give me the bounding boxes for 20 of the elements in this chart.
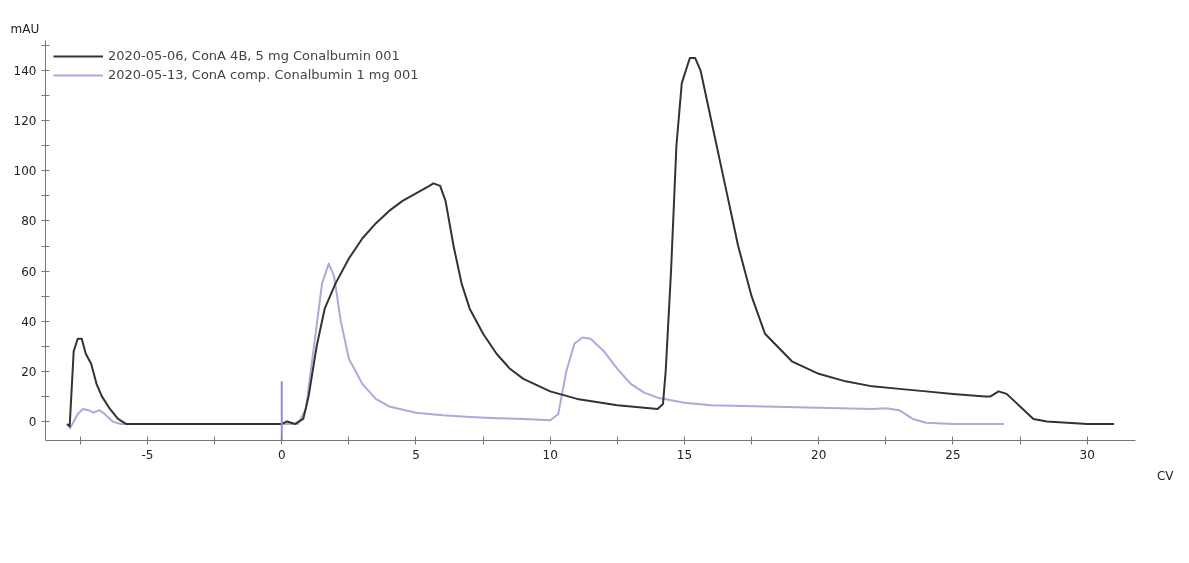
y-tick-label: 120 <box>13 114 37 129</box>
x-tick-label: 20 <box>811 447 827 462</box>
y-tick-label: 20 <box>21 364 37 379</box>
x-tick-label: 10 <box>542 447 558 462</box>
legend-label: 2020-05-06, ConA 4B, 5 mg Conalbumin 001 <box>108 48 400 63</box>
y-axis-title: mAU <box>10 21 40 36</box>
x-tick-label: 5 <box>412 447 420 462</box>
y-tick-label: 80 <box>21 214 37 229</box>
x-axis-title: CV <box>1156 468 1175 483</box>
y-tick-label: 60 <box>21 264 37 279</box>
x-tick-label: 15 <box>676 447 693 462</box>
x-tick-label: 25 <box>945 447 961 462</box>
x-tick-label: -5 <box>141 447 154 462</box>
y-tick-label: 140 <box>13 64 37 79</box>
y-tick-label: 0 <box>28 414 37 429</box>
legend-label: 2020-05-13, ConA comp. Conalbumin 1 mg 001 <box>108 67 419 82</box>
x-tick-label: 0 <box>277 447 286 462</box>
x-tick-label: 30 <box>1079 447 1095 462</box>
y-tick-label: 40 <box>21 314 37 329</box>
y-tick-label: 100 <box>13 164 37 179</box>
